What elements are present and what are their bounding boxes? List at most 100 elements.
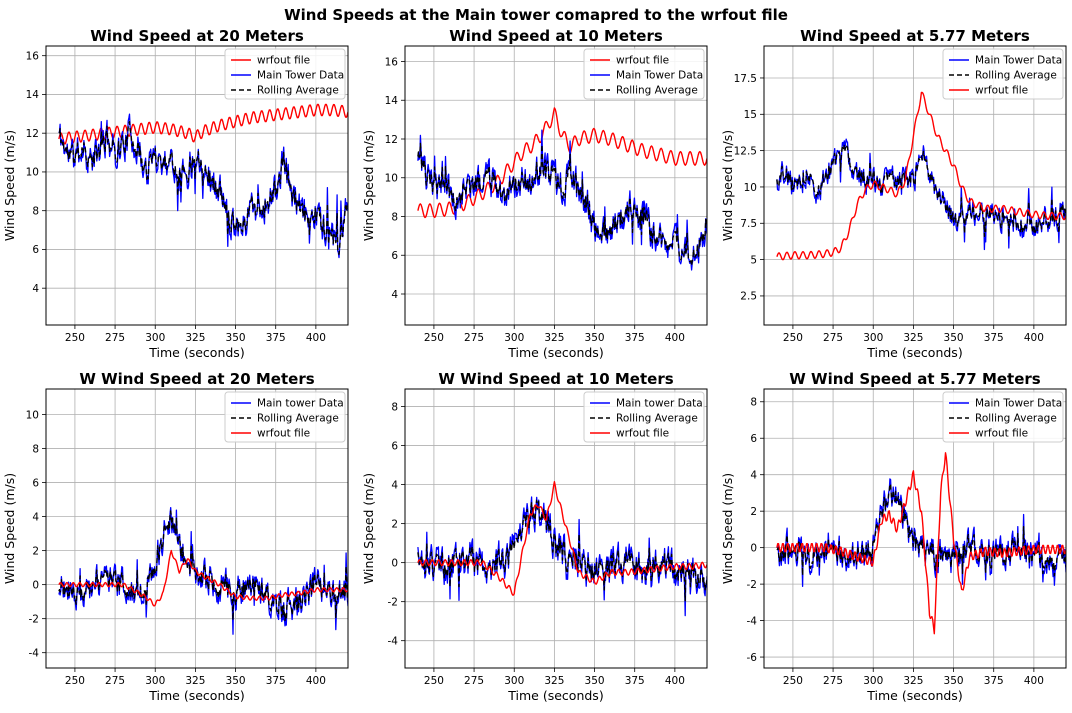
x-tick-label: 350 — [944, 332, 964, 344]
x-tick-label: 350 — [585, 332, 605, 344]
y-tick-label: 12 — [385, 134, 398, 146]
x-tick-label: 275 — [105, 675, 125, 687]
y-tick-label: 16 — [385, 56, 399, 68]
y-tick-label: -4 — [29, 647, 40, 659]
y-axis-label: Wind Speed (m/s) — [720, 130, 735, 241]
series-line-wrf — [776, 452, 1066, 635]
y-axis-label: Wind Speed (m/s) — [720, 473, 735, 584]
x-tick-label: 325 — [544, 332, 564, 344]
x-tick-label: 350 — [944, 675, 964, 687]
legend-box — [583, 391, 705, 443]
legend-label: Rolling Average — [975, 413, 1057, 425]
y-tick-label: 12.5 — [734, 145, 757, 157]
y-tick-label: -2 — [747, 579, 757, 591]
legend-box — [224, 48, 346, 100]
figure-suptitle: Wind Speeds at the Main tower comapred t… — [284, 6, 788, 24]
x-tick-label: 250 — [783, 332, 803, 344]
y-tick-label: 2 — [391, 518, 398, 530]
x-tick-label: 250 — [424, 332, 444, 344]
series-line-wrf — [58, 549, 348, 607]
chart-title: Wind Speed at 5.77 Meters — [800, 27, 1030, 45]
x-tick-label: 300 — [504, 675, 524, 687]
series-line-rolling — [58, 510, 348, 622]
x-tick-label: 325 — [903, 675, 923, 687]
series-line-rolling — [776, 483, 1066, 577]
y-tick-label: -2 — [29, 613, 39, 625]
chart-title: W Wind Speed at 10 Meters — [438, 370, 673, 388]
chart-panel-5: 250 275 300 325 350 375 400 -4 -2 0 2 4 6 8 W Wind Spe… — [361, 370, 708, 703]
legend-label: wrfout file — [975, 85, 1028, 97]
legend-label: Main Tower Data — [975, 398, 1062, 410]
y-tick-label: 14 — [385, 95, 399, 107]
x-tick-label: 300 — [504, 332, 524, 344]
x-tick-label: 400 — [306, 675, 326, 687]
chart-title: W Wind Speed at 20 Meters — [79, 370, 314, 388]
legend: wrfout file Main Tower Data Rolling Averag… — [583, 48, 705, 100]
axes-frame — [404, 388, 708, 669]
legend-label: Rolling Average — [257, 85, 339, 97]
y-axis-label: Wind Speed (m/s) — [2, 473, 17, 584]
legend: Main Tower Data Rolling Average wrfout fil… — [942, 391, 1064, 443]
x-tick-label: 375 — [625, 332, 645, 344]
y-tick-label: 6 — [391, 250, 398, 262]
x-tick-label: 325 — [903, 332, 923, 344]
series-group — [776, 91, 1066, 261]
y-tick-label: 0 — [391, 557, 398, 569]
y-tick-label: 6 — [750, 433, 757, 445]
x-tick-label: 275 — [464, 332, 484, 344]
y-tick-label: 2 — [750, 506, 757, 518]
legend-label: Rolling Average — [616, 85, 698, 97]
y-tick-label: 6 — [391, 440, 398, 452]
x-tick-label: 400 — [665, 332, 685, 344]
axes-frame — [763, 45, 1067, 326]
series-group — [417, 481, 707, 617]
axes-frame — [404, 45, 708, 326]
x-tick-label: 400 — [1024, 675, 1044, 687]
chart-panel-3: 250 275 300 325 350 375 400 2.5 5 7.5 10 12.5 15 17.5… — [720, 27, 1067, 360]
x-tick-label: 250 — [65, 332, 85, 344]
legend-label: wrfout file — [616, 428, 669, 440]
series-line-rolling — [776, 144, 1066, 238]
y-tick-label: 8 — [391, 401, 398, 413]
legend-label: wrfout file — [257, 55, 310, 67]
x-tick-label: 375 — [266, 332, 286, 344]
y-tick-label: 10 — [385, 173, 398, 185]
series-line-tower — [58, 506, 348, 635]
x-tick-label: 325 — [185, 675, 205, 687]
legend-box — [942, 391, 1064, 443]
x-axis-label: Time (seconds) — [148, 688, 244, 703]
series-line-wrf — [417, 107, 707, 219]
legend-label: Rolling Average — [257, 413, 339, 425]
chart-panel-6: 250 275 300 325 350 375 400 -6 -4 -2 0 2 4 6 8 W Wind S… — [720, 370, 1067, 703]
y-tick-label: 8 — [32, 205, 39, 217]
x-tick-label: 275 — [105, 332, 125, 344]
legend: Main tower Data Rolling Average wrfout fil… — [224, 391, 346, 443]
x-tick-label: 350 — [226, 332, 246, 344]
legend: wrfout file Main Tower Data Rolling Averag… — [224, 48, 346, 100]
x-axis-label: Time (seconds) — [507, 688, 603, 703]
x-tick-label: 300 — [145, 675, 165, 687]
y-tick-label: 8 — [750, 397, 757, 409]
x-tick-label: 400 — [665, 675, 685, 687]
legend-label: Rolling Average — [616, 413, 698, 425]
x-tick-label: 400 — [306, 332, 326, 344]
chart-title: Wind Speed at 20 Meters — [90, 27, 304, 45]
legend-label: wrfout file — [616, 55, 669, 67]
series-line-wrf — [417, 481, 707, 596]
x-tick-label: 325 — [544, 675, 564, 687]
y-tick-label: 4 — [32, 511, 39, 523]
legend: Main tower Data Rolling Average wrfout fil… — [583, 391, 705, 443]
y-tick-label: 6 — [32, 244, 39, 256]
x-tick-label: 300 — [863, 675, 883, 687]
series-group — [417, 107, 707, 271]
x-axis-label: Time (seconds) — [866, 688, 962, 703]
y-tick-label: 5 — [750, 254, 757, 266]
x-tick-label: 275 — [464, 675, 484, 687]
x-tick-label: 250 — [783, 675, 803, 687]
y-tick-label: 0 — [32, 579, 39, 591]
y-tick-label: 10 — [26, 167, 39, 179]
y-tick-label: 7.5 — [740, 218, 757, 230]
y-axis-label: Wind Speed (m/s) — [2, 130, 17, 241]
series-group — [776, 452, 1066, 635]
